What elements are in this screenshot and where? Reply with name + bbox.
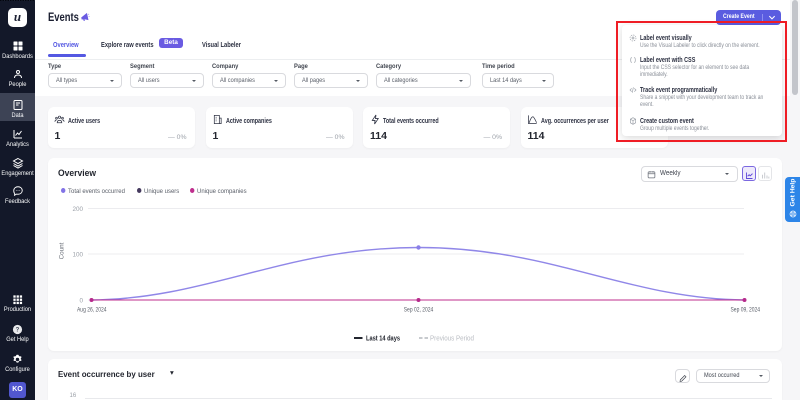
svg-text:Count: Count (58, 242, 65, 259)
svg-text:Sep 02, 2024: Sep 02, 2024 (403, 306, 433, 313)
svg-text:Sep 09, 2024: Sep 09, 2024 (730, 306, 760, 313)
svg-text:0: 0 (79, 297, 83, 304)
svg-text:Last 14 days: Last 14 days (366, 335, 400, 342)
svg-text:Previous Period: Previous Period (430, 335, 474, 342)
svg-text:200: 200 (72, 206, 83, 213)
svg-text:?: ? (16, 328, 20, 334)
svg-text:100: 100 (72, 251, 83, 258)
svg-text:Aug 26, 2024: Aug 26, 2024 (77, 306, 107, 313)
